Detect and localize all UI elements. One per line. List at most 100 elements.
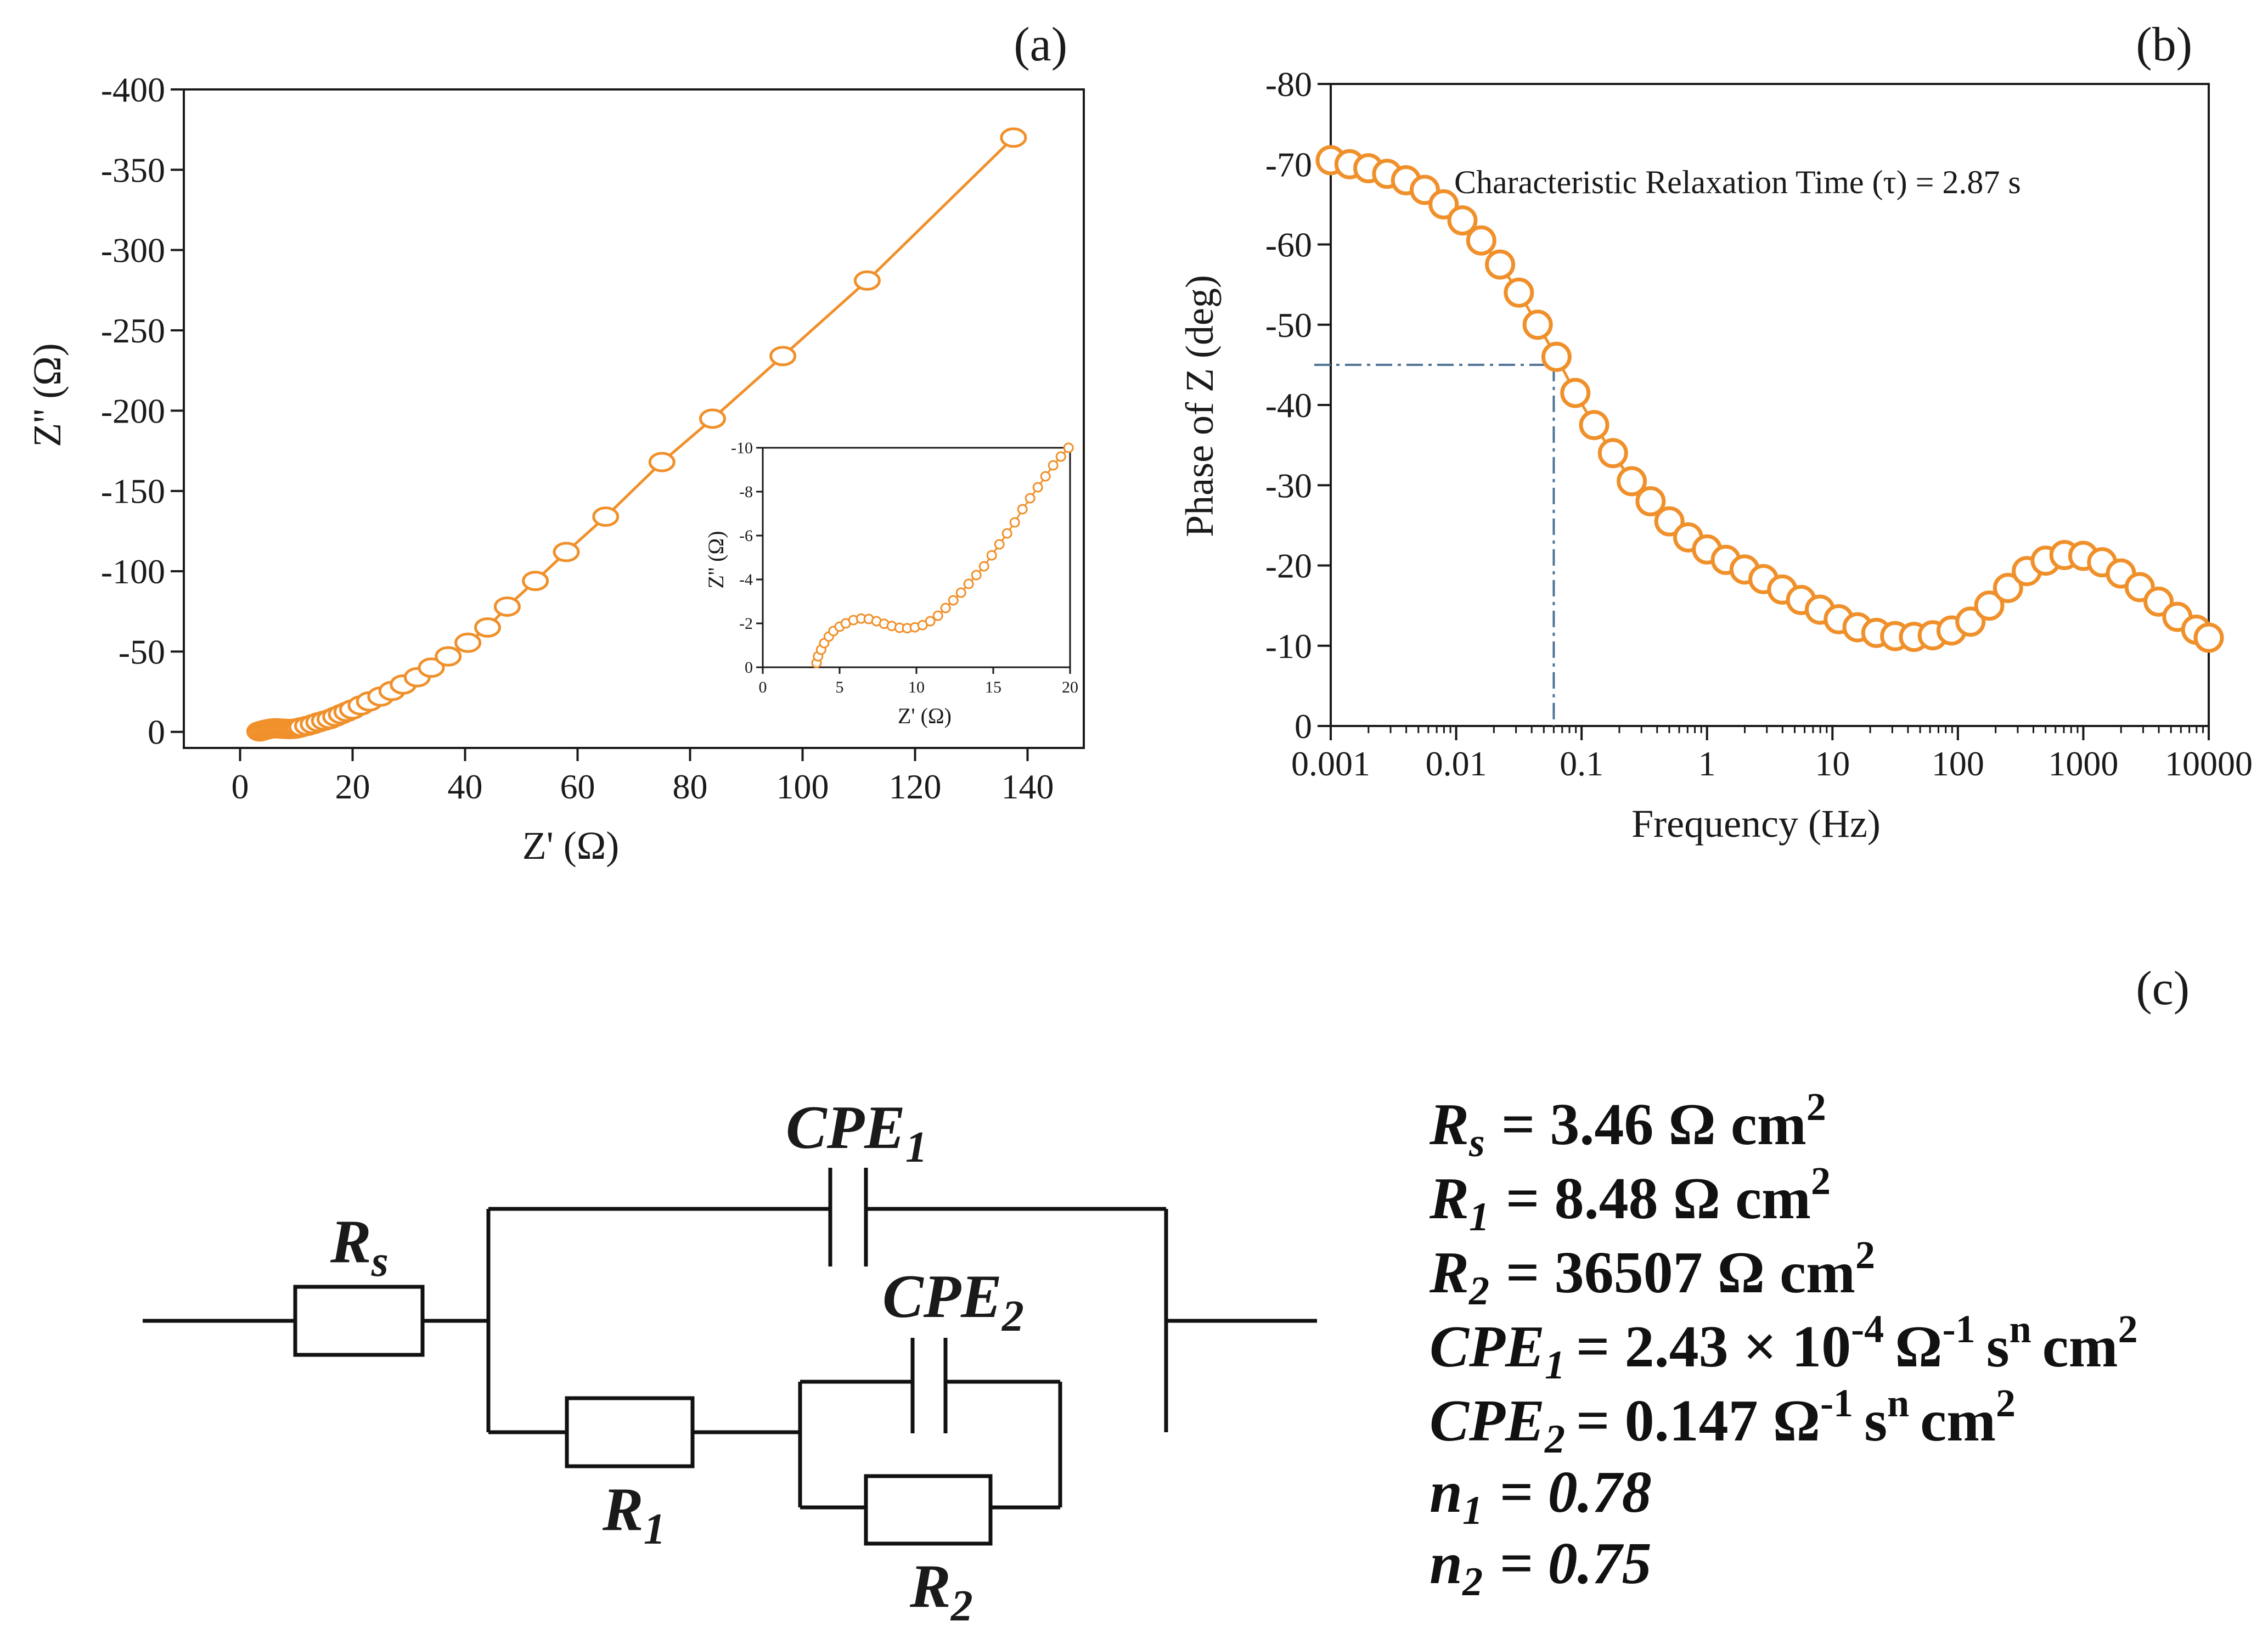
data-point	[454, 632, 482, 653]
x-tick-label-a: 0	[232, 767, 249, 806]
data-point	[1579, 410, 1609, 441]
y-axis-label-a: Z'' (Ω)	[25, 343, 69, 447]
inset-data-point	[1048, 460, 1059, 471]
data-point	[648, 452, 676, 472]
y-tick-label-b: -40	[1265, 386, 1312, 425]
data-point	[418, 657, 445, 678]
param-rs: Rs = 3.46 Ω cm2	[1429, 1085, 1826, 1166]
data-point	[1541, 341, 1572, 372]
x-tick-label-b: 10	[1815, 744, 1850, 783]
data-point	[1504, 277, 1534, 308]
data-point	[1428, 189, 1459, 219]
inset-data-point	[986, 550, 997, 561]
resistor-r1: R1	[565, 1396, 695, 1553]
data-point	[1466, 225, 1496, 256]
data-point	[1447, 205, 1478, 236]
equivalent-circuit: (c) Rs CPE1	[143, 962, 2190, 1630]
cpe-2	[910, 1338, 948, 1433]
x-axis-label-a: Z' (Ω)	[522, 824, 619, 868]
inset-y-label: Z'' (Ω)	[704, 531, 728, 588]
inset-y-tick-label: -8	[739, 483, 753, 501]
param-n1: n1 = 0.78	[1430, 1460, 1652, 1533]
x-tick-label-b: 100	[1932, 744, 1984, 783]
y-tick-label-b: -60	[1265, 226, 1312, 264]
resistor-r2: R2	[864, 1474, 993, 1630]
data-point	[1522, 309, 1553, 340]
y-axis-label-b: Phase of Z (deg)	[1178, 275, 1222, 537]
inset-data-point	[1055, 451, 1066, 462]
x-axis-label-b: Frequency (Hz)	[1631, 802, 1881, 846]
x-tick-label-b: 10000	[2165, 744, 2253, 783]
inset-y-tick-label: -4	[739, 571, 753, 589]
cpe2-subscript: 2	[1001, 1292, 1024, 1341]
y-tick-label-b: -80	[1265, 65, 1312, 104]
y-tick-label-a: -350	[101, 150, 165, 189]
x-tick-label-a: 120	[889, 767, 942, 806]
nyquist-inset: 0 5 10 15 20 0 -2 -4 -6 -8 -10 Z' (Ω) Z'' (Ω)	[704, 439, 1078, 728]
inset-data-point	[994, 539, 1005, 550]
inset-y-tick-label: -10	[731, 439, 753, 457]
svg-text:CPE2: CPE2	[882, 1263, 1024, 1341]
y-tick-label-b: 0	[1295, 707, 1312, 746]
resistor-rs: Rs	[293, 1208, 425, 1357]
data-point	[522, 571, 549, 592]
panel-label-a: (a)	[1014, 18, 1067, 71]
inset-x-tick-label: 15	[985, 678, 1001, 696]
rs-symbol: R	[330, 1208, 372, 1276]
param-r2: R2 = 36507 Ω cm2	[1429, 1233, 1875, 1314]
relaxation-time-annotation: Characteristic Relaxation Time (τ) = 2.8…	[1454, 164, 2021, 200]
svg-text:Rs: Rs	[330, 1208, 389, 1286]
cpe1-symbol: CPE	[786, 1094, 905, 1162]
y-tick-label-a: -150	[101, 472, 165, 511]
inset-x-tick-label: 20	[1062, 678, 1078, 696]
y-tick-label-b: -50	[1265, 306, 1312, 345]
x-tick-label-a: 80	[673, 767, 708, 806]
panel-label-b: (b)	[2136, 18, 2192, 71]
x-tick-label-b: 0.1	[1560, 744, 1603, 783]
svg-text:CPE1: CPE1	[786, 1094, 927, 1172]
cpe-1	[828, 1168, 868, 1267]
y-tick-label-a: 0	[148, 713, 165, 752]
data-point	[1955, 606, 1986, 637]
x-tick-label-a: 60	[560, 767, 595, 806]
x-tick-label-a: 100	[776, 767, 829, 806]
r2-subscript: 2	[950, 1582, 973, 1630]
param-r1: R1 = 8.48 Ω cm2	[1429, 1159, 1831, 1240]
data-point	[1000, 127, 1027, 148]
inset-data-point	[1032, 482, 1043, 493]
rs-subscript: s	[371, 1237, 389, 1286]
inset-frame	[762, 447, 1071, 668]
param-cpe1: CPE1 = 2.43 × 10-4 Ω-1 sn cm2	[1430, 1307, 2138, 1388]
data-point	[435, 646, 462, 667]
inset-data-point	[940, 603, 951, 613]
y-tick-label-b: -70	[1265, 145, 1312, 184]
inset-data-point	[925, 616, 936, 627]
data-point	[1617, 466, 1647, 497]
param-n2: n2 = 0.75	[1430, 1531, 1652, 1605]
y-tick-label-b: -30	[1265, 466, 1312, 505]
nyquist-plot: (a) 0 20 40 60 80 100 120 140 0-50-100-150-200-…	[25, 18, 1085, 868]
data-point	[553, 542, 580, 562]
x-tick-label-b: 1	[1698, 744, 1716, 783]
inset-y-tick-label: -2	[739, 615, 753, 633]
data-point	[1654, 506, 1685, 537]
data-point	[1597, 438, 1628, 469]
data-point	[1560, 378, 1591, 408]
circuit-wires	[143, 1207, 1317, 1510]
panel-label-c: (c)	[2136, 962, 2190, 1015]
x-tick-label-b: 0.001	[1291, 744, 1370, 783]
inset-data-point	[971, 570, 982, 581]
x-tick-label-b: 1000	[2048, 744, 2118, 783]
y-tick-label-a: -300	[101, 231, 165, 270]
y-tick-label-a: -400	[101, 70, 165, 109]
r1-symbol: R	[602, 1476, 644, 1544]
y-tick-label-a: -100	[101, 552, 165, 591]
inset-data-point	[963, 578, 974, 589]
inset-data-point	[1063, 442, 1074, 453]
data-point	[493, 596, 521, 617]
bode-phase-plot: (b) 0.001 0.01 0.1 1 10 100 1000 10000 0 -10 -20 -…	[1178, 18, 2253, 846]
x-tick-label-b: 0.01	[1426, 744, 1487, 783]
data-point	[1993, 572, 2023, 603]
x-tick-label-a: 20	[335, 767, 370, 806]
data-point	[2193, 622, 2224, 653]
